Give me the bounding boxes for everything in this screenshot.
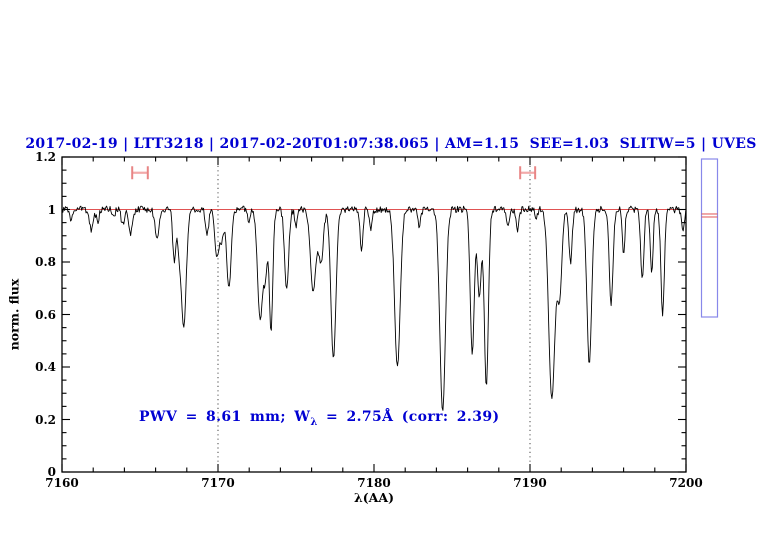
y-tick-label: 0.4 bbox=[35, 360, 56, 374]
x-tick-label: 7160 bbox=[45, 476, 79, 490]
x-axis-label: λ(AA) bbox=[354, 490, 394, 505]
y-tick-label: 1.2 bbox=[35, 150, 56, 164]
annotation-suffix: = 2.75Å (corr: 2.39) bbox=[317, 409, 500, 425]
x-tick-label: 7180 bbox=[357, 476, 391, 490]
annotation-lambda-subscript: λ bbox=[310, 416, 318, 428]
x-tick-label: 7190 bbox=[513, 476, 547, 490]
y-tick-label: 0.8 bbox=[35, 255, 56, 269]
pwv-annotation: PWV = 8.61 mm; Wλ = 2.75Å (corr: 2.39) bbox=[139, 409, 500, 428]
y-tick-label: 1 bbox=[47, 202, 56, 217]
x-tick-label: 7200 bbox=[669, 476, 703, 490]
plot-title: 2017-02-19 | LTT3218 | 2017-02-20T01:07:… bbox=[25, 136, 757, 152]
annotation-prefix: PWV = 8.61 mm; W bbox=[139, 409, 311, 425]
y-tick-label: 0.2 bbox=[35, 412, 56, 427]
side-panel bbox=[700, 158, 719, 318]
spectrum-path bbox=[61, 205, 687, 411]
x-tick-label: 7170 bbox=[201, 476, 235, 490]
y-tick-label: 0 bbox=[47, 465, 56, 479]
y-tick-label: 0.6 bbox=[35, 307, 56, 322]
